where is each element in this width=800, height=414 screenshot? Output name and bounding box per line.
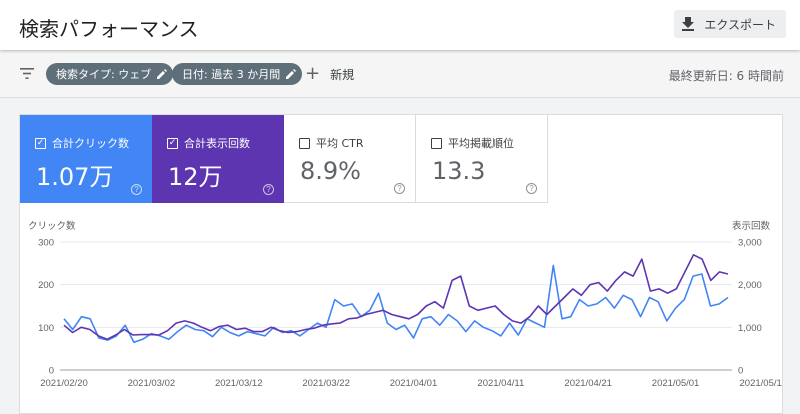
metric-average-position[interactable]: 平均掲載順位 13.3 ? bbox=[416, 115, 548, 203]
metric-label: 合計表示回数 bbox=[184, 137, 250, 150]
checkbox-unchecked-icon bbox=[299, 137, 310, 149]
filter-icon[interactable] bbox=[20, 68, 34, 79]
y-tick-label-right: 2,000 bbox=[738, 280, 762, 291]
metric-label-row: 平均 CTR bbox=[299, 135, 364, 151]
metric-total-impressions[interactable]: ✓ 合計表示回数 12万 ? bbox=[152, 115, 284, 203]
pencil-icon bbox=[286, 69, 297, 79]
y-tick-label-left: 0 bbox=[49, 366, 54, 377]
x-tick-label: 2021/04/11 bbox=[477, 378, 524, 389]
performance-chart: クリック数 表示回数 0 0 100 1,000 200 2,000 300 3,000 2021/… bbox=[28, 220, 782, 389]
x-tick-label: 2021/03/12 bbox=[215, 378, 263, 389]
metric-total-clicks[interactable]: ✓ 合計クリック数 1.07万 ? bbox=[20, 115, 152, 203]
metric-label-row: ✓ 合計クリック数 bbox=[35, 135, 129, 151]
add-filter-label: 新規 bbox=[330, 67, 355, 82]
x-tick-label: 2021/05/01 bbox=[652, 378, 700, 389]
x-tick-label: 2021/03/02 bbox=[128, 378, 176, 389]
metric-label: 平均掲載順位 bbox=[448, 137, 514, 150]
x-tick-label: 2021/05/11 bbox=[740, 378, 782, 389]
search-type-chip[interactable]: 検索タイプ: ウェブ bbox=[46, 63, 174, 85]
left-axis-label: クリック数 bbox=[28, 220, 76, 232]
metric-label: 平均 CTR bbox=[316, 137, 364, 150]
page-title: 検索パフォーマンス bbox=[19, 17, 199, 41]
performance-card: ✓ 合計クリック数 1.07万 ? ✓ 合計表示回数 12万 ? 平均 CTR 8.… bbox=[19, 114, 783, 414]
metric-value: 12万 bbox=[168, 163, 223, 191]
metric-value: 8.9% bbox=[300, 157, 361, 185]
y-tick-label-left: 100 bbox=[38, 323, 54, 334]
page-header: 検索パフォーマンス エクスポート bbox=[0, 0, 800, 50]
x-tick-label: 2021/02/20 bbox=[40, 378, 88, 389]
y-tick-label-right: 3,000 bbox=[738, 238, 762, 249]
chip-label: 日付: 過去 3 か月間 bbox=[182, 68, 281, 81]
y-tick-label-left: 300 bbox=[38, 238, 54, 249]
series-line bbox=[63, 264, 729, 344]
y-tick-label-right: 0 bbox=[738, 366, 743, 377]
checkbox-checked-icon: ✓ bbox=[35, 137, 46, 149]
add-filter-button[interactable]: + 新規 bbox=[305, 63, 354, 85]
pencil-icon bbox=[157, 69, 168, 79]
metric-label-row: 平均掲載順位 bbox=[431, 135, 514, 151]
x-tick-label: 2021/04/21 bbox=[564, 378, 612, 389]
export-button[interactable]: エクスポート bbox=[674, 10, 786, 38]
series-line bbox=[63, 253, 729, 341]
x-tick-label: 2021/03/22 bbox=[302, 378, 350, 389]
date-range-chip[interactable]: 日付: 過去 3 か月間 bbox=[172, 63, 303, 85]
help-icon[interactable]: ? bbox=[526, 183, 537, 194]
download-icon bbox=[682, 17, 695, 31]
help-icon[interactable]: ? bbox=[263, 184, 274, 195]
metric-label: 合計クリック数 bbox=[52, 137, 129, 150]
last-updated: 最終更新日: 6 時間前 bbox=[668, 69, 784, 83]
help-icon[interactable]: ? bbox=[131, 184, 142, 195]
metric-average-ctr[interactable]: 平均 CTR 8.9% ? bbox=[284, 115, 416, 203]
plus-icon: + bbox=[305, 63, 321, 84]
help-icon[interactable]: ? bbox=[394, 183, 405, 194]
checkbox-unchecked-icon bbox=[431, 137, 442, 149]
x-tick-label: 2021/04/01 bbox=[390, 378, 438, 389]
checkbox-checked-icon: ✓ bbox=[167, 137, 178, 149]
y-tick-label-right: 1,000 bbox=[738, 323, 762, 334]
y-tick-label-left: 200 bbox=[38, 280, 54, 291]
right-axis-label: 表示回数 bbox=[732, 220, 771, 232]
metric-value: 1.07万 bbox=[36, 163, 114, 191]
metric-label-row: ✓ 合計表示回数 bbox=[167, 135, 250, 151]
filter-bar: 検索タイプ: ウェブ 日付: 過去 3 か月間 + 新規 最終更新日: 6 時間… bbox=[0, 51, 800, 98]
chip-label: 検索タイプ: ウェブ bbox=[56, 68, 152, 81]
metric-value: 13.3 bbox=[432, 157, 486, 185]
export-label: エクスポート bbox=[704, 17, 776, 32]
